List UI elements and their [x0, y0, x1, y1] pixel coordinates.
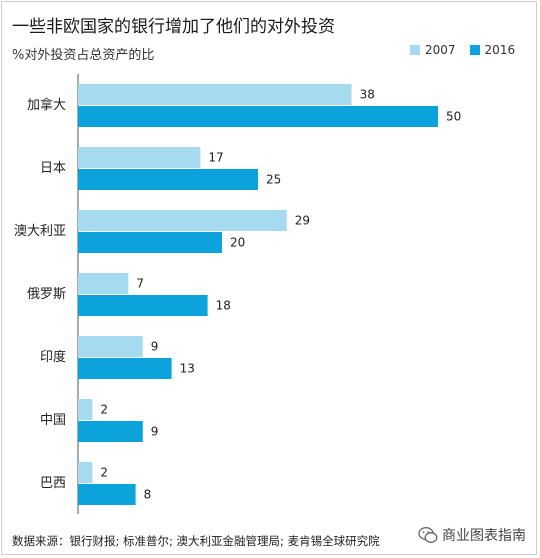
- bar-2016: [78, 169, 258, 190]
- source-note: 数据来源：银行财报; 标准普尔; 澳大利亚金融管理局; 麦肯锡全球研究院: [12, 534, 380, 548]
- legend: 2007 2016: [410, 43, 515, 57]
- data-label-2007: 2: [100, 403, 108, 417]
- category-label: 巴西: [40, 476, 66, 491]
- legend-item-2007: 2007: [410, 43, 456, 57]
- bar-2016: [78, 421, 143, 442]
- data-label-2016: 50: [446, 110, 461, 124]
- data-label-2007: 17: [208, 151, 223, 165]
- wechat-icon: [418, 527, 438, 543]
- data-label-2007: 2: [100, 466, 108, 480]
- bar-2007: [78, 273, 129, 294]
- data-label-2016: 9: [151, 425, 159, 439]
- bar-2007: [78, 399, 93, 420]
- bar-2016: [78, 358, 172, 379]
- data-label-2016: 25: [266, 173, 281, 187]
- category-label: 俄罗斯: [27, 287, 66, 302]
- bar-2007: [78, 147, 201, 168]
- data-label-2007: 29: [295, 214, 310, 228]
- bar-2007: [78, 210, 287, 231]
- chart-title: 一些非欧国家的银行增加了他们的对外投资: [12, 17, 335, 37]
- legend-label-2007: 2007: [425, 43, 456, 57]
- data-label-2007: 7: [136, 277, 144, 291]
- chart-subtitle: %对外投资占总资产的比: [12, 48, 155, 63]
- data-label-2016: 18: [216, 299, 231, 313]
- legend-swatch-2007: [410, 45, 420, 55]
- data-label-2016: 20: [230, 236, 245, 250]
- bar-2007: [78, 336, 143, 357]
- data-label-2007: 9: [151, 340, 159, 354]
- category-label: 澳大利亚: [14, 223, 66, 239]
- legend-label-2016: 2016: [484, 43, 516, 57]
- bar-2016: [78, 295, 208, 316]
- legend-swatch-2016: [469, 45, 480, 55]
- data-label-2016: 8: [144, 488, 152, 502]
- category-label: 加拿大: [27, 97, 66, 113]
- bar-2016: [78, 106, 438, 127]
- data-label-2016: 13: [180, 362, 195, 376]
- bar-2007: [78, 84, 352, 105]
- legend-item-2016: 2016: [469, 43, 516, 57]
- category-label: 日本: [40, 161, 66, 176]
- data-label-2007: 38: [360, 88, 375, 102]
- brand-name: 商业图表指南: [442, 528, 526, 544]
- brand-watermark: 商业图表指南: [418, 525, 526, 545]
- bar-2007: [78, 462, 93, 483]
- category-label: 中国: [40, 413, 66, 428]
- bar-2016: [78, 232, 222, 253]
- bar-2016: [78, 484, 136, 505]
- category-label: 印度: [40, 349, 66, 365]
